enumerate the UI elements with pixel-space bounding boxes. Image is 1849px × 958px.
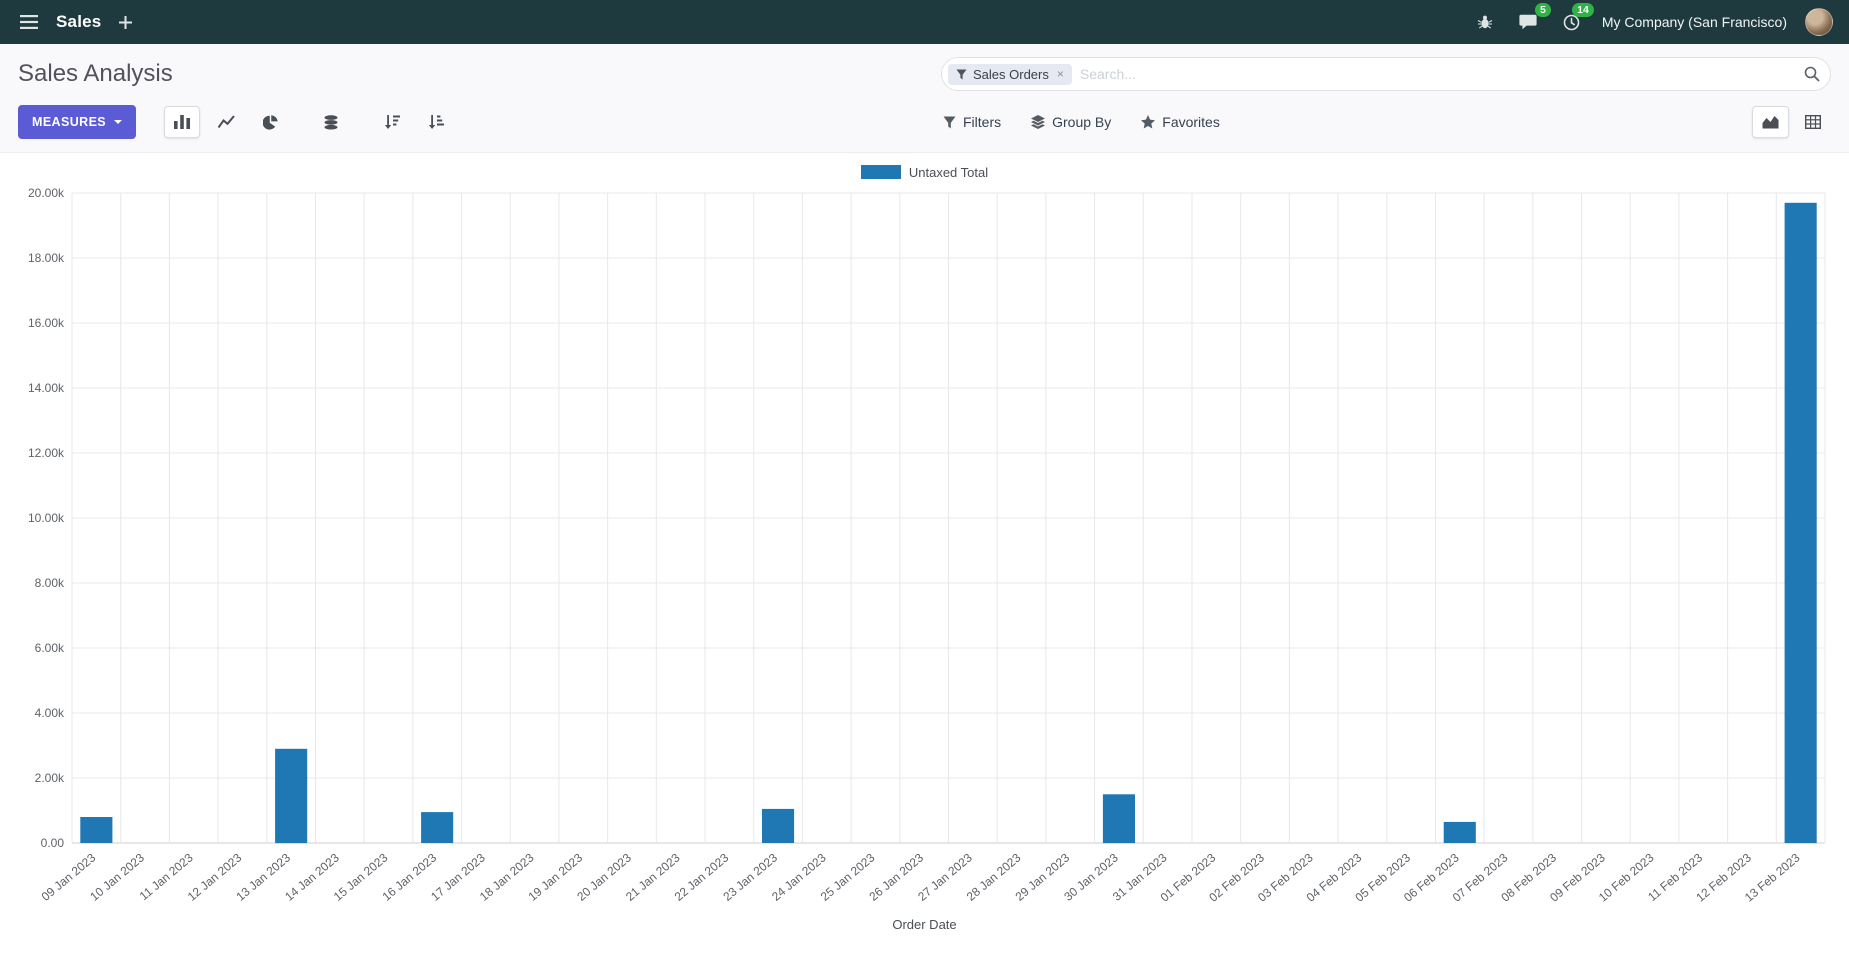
svg-text:2.00k: 2.00k xyxy=(35,771,65,785)
svg-text:18.00k: 18.00k xyxy=(28,251,65,265)
favorites-label: Favorites xyxy=(1162,114,1220,130)
group-by-label: Group By xyxy=(1052,114,1112,130)
app-name[interactable]: Sales xyxy=(56,12,102,31)
bar[interactable] xyxy=(1784,202,1817,844)
bar[interactable] xyxy=(80,817,113,843)
bug-icon[interactable] xyxy=(1473,10,1497,34)
control-panel: Sales Analysis Sales Orders × MEASURES xyxy=(0,44,1849,153)
filter-icon xyxy=(956,68,967,80)
chart-type-group xyxy=(164,106,454,139)
bar[interactable] xyxy=(1443,821,1476,843)
plus-icon[interactable] xyxy=(115,12,136,33)
menu-icon[interactable] xyxy=(16,11,42,33)
company-name[interactable]: My Company (San Francisco) xyxy=(1601,14,1787,30)
activities-icon[interactable]: 14 xyxy=(1559,2,1594,35)
sort-asc-button[interactable] xyxy=(418,106,454,138)
view-switcher xyxy=(1752,106,1831,138)
user-avatar[interactable] xyxy=(1805,8,1833,36)
activities-badge: 14 xyxy=(1572,2,1594,17)
chart-legend[interactable]: Untaxed Total xyxy=(16,161,1833,183)
chevron-down-icon xyxy=(114,120,123,124)
legend-swatch xyxy=(860,165,901,179)
pivot-view-button[interactable] xyxy=(1795,106,1831,138)
svg-text:8.00k: 8.00k xyxy=(35,576,65,590)
star-icon xyxy=(1141,115,1156,129)
bar[interactable] xyxy=(1102,794,1135,844)
bar[interactable] xyxy=(421,812,454,843)
funnel-icon xyxy=(943,116,956,128)
search-bar[interactable]: Sales Orders × xyxy=(941,57,1831,91)
legend-label: Untaxed Total xyxy=(908,164,989,180)
top-navbar: Sales 5 14 My Company (San Francisco) xyxy=(0,0,1849,44)
messages-icon[interactable]: 5 xyxy=(1515,3,1551,34)
favorites-menu[interactable]: Favorites xyxy=(1141,114,1220,130)
filters-label: Filters xyxy=(963,114,1002,130)
bar-chart-button[interactable] xyxy=(164,106,201,138)
search-facet[interactable]: Sales Orders × xyxy=(948,63,1072,85)
stacked-toggle-button[interactable] xyxy=(314,106,348,139)
svg-text:10.00k: 10.00k xyxy=(28,511,65,525)
svg-text:16.00k: 16.00k xyxy=(28,316,65,330)
systray: 5 14 My Company (San Francisco) xyxy=(1473,2,1833,36)
measures-button[interactable]: MEASURES xyxy=(18,105,137,139)
chart-area: Untaxed Total 0.00 2.00k 4.00k 6.00k 8.00k 10… xyxy=(0,153,1849,932)
facet-remove-icon[interactable]: × xyxy=(1056,67,1064,81)
bar[interactable] xyxy=(275,748,308,844)
search-facet-label: Sales Orders xyxy=(973,66,1049,82)
svg-text:6.00k: 6.00k xyxy=(35,641,65,655)
search-options: Filters Group By Favorites xyxy=(943,114,1220,130)
measures-label: MEASURES xyxy=(32,115,107,129)
x-axis-title: Order Date xyxy=(892,917,957,932)
page-title: Sales Analysis xyxy=(18,60,173,87)
layers-icon xyxy=(1031,115,1046,129)
group-by-menu[interactable]: Group By xyxy=(1031,114,1111,130)
svg-text:12.00k: 12.00k xyxy=(28,446,65,460)
messages-badge: 5 xyxy=(1534,3,1551,17)
sort-desc-button[interactable] xyxy=(374,106,410,138)
graph-view-button[interactable] xyxy=(1752,106,1789,138)
filters-menu[interactable]: Filters xyxy=(943,114,1001,130)
line-chart-button[interactable] xyxy=(208,106,245,138)
search-icon[interactable] xyxy=(1804,66,1820,82)
search-input[interactable] xyxy=(1079,66,1796,82)
bar[interactable] xyxy=(762,808,795,843)
svg-text:20.00k: 20.00k xyxy=(28,186,65,200)
svg-text:4.00k: 4.00k xyxy=(35,706,65,720)
svg-text:0.00: 0.00 xyxy=(41,836,65,850)
bar-chart[interactable]: 0.00 2.00k 4.00k 6.00k 8.00k 10.00k 12.00k 14.0… xyxy=(16,183,1833,935)
svg-text:14.00k: 14.00k xyxy=(28,381,65,395)
pie-chart-button[interactable] xyxy=(253,106,288,139)
